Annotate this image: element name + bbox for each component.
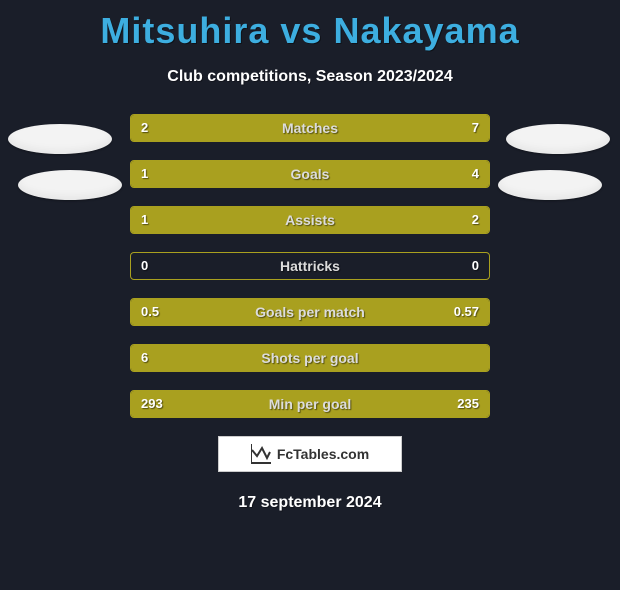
stat-value-right: 235	[457, 391, 479, 417]
stat-row: Hattricks0 0	[130, 252, 490, 280]
stat-value-left: 2	[141, 115, 148, 141]
chart-icon	[251, 444, 271, 464]
stat-value-left: 1	[141, 207, 148, 233]
stat-label: Min per goal	[131, 391, 489, 417]
stat-value-left: 0.5	[141, 299, 159, 325]
team-logo-right-2	[498, 170, 602, 200]
player2-name: Nakayama	[333, 10, 519, 51]
credit-text: FcTables.com	[277, 446, 369, 462]
stat-value-right: 0.57	[454, 299, 479, 325]
stat-value-left: 1	[141, 161, 148, 187]
stat-label: Shots per goal	[131, 345, 489, 371]
stat-value-left: 0	[141, 253, 148, 279]
content-area: Matches27Goals14Assists12Hattricks00Goal…	[0, 114, 620, 418]
stat-value-right: 7	[472, 115, 479, 141]
stat-label: Goals per match	[131, 299, 489, 325]
stat-row: Min per goal293 235	[130, 390, 490, 418]
stat-value-right: 0	[472, 253, 479, 279]
stat-label: Goals	[131, 161, 489, 187]
stat-row: Assists1 2	[130, 206, 490, 234]
subtitle: Club competitions, Season 2023/2024	[0, 68, 620, 86]
team-logo-left-1	[8, 124, 112, 154]
player1-name: Mitsuhira	[100, 10, 269, 51]
comparison-bars: Matches27Goals14Assists12Hattricks00Goal…	[130, 114, 490, 418]
stat-value-left: 6	[141, 345, 148, 371]
team-logo-left-2	[18, 170, 122, 200]
stat-label: Matches	[131, 115, 489, 141]
stat-value-left: 293	[141, 391, 163, 417]
stat-row: Goals1 4	[130, 160, 490, 188]
credit-box: FcTables.com	[218, 436, 402, 472]
team-logo-right-1	[506, 124, 610, 154]
stat-row: Goals per match0.5 0.57	[130, 298, 490, 326]
stat-value-right: 4	[472, 161, 479, 187]
page-title: Mitsuhira vs Nakayama	[0, 10, 620, 52]
stat-label: Assists	[131, 207, 489, 233]
stat-row: Shots per goal6	[130, 344, 490, 372]
date-text: 17 september 2024	[0, 494, 620, 512]
vs-text: vs	[280, 10, 322, 51]
stat-value-right: 2	[472, 207, 479, 233]
stat-row: Matches2 7	[130, 114, 490, 142]
stat-label: Hattricks	[131, 253, 489, 279]
